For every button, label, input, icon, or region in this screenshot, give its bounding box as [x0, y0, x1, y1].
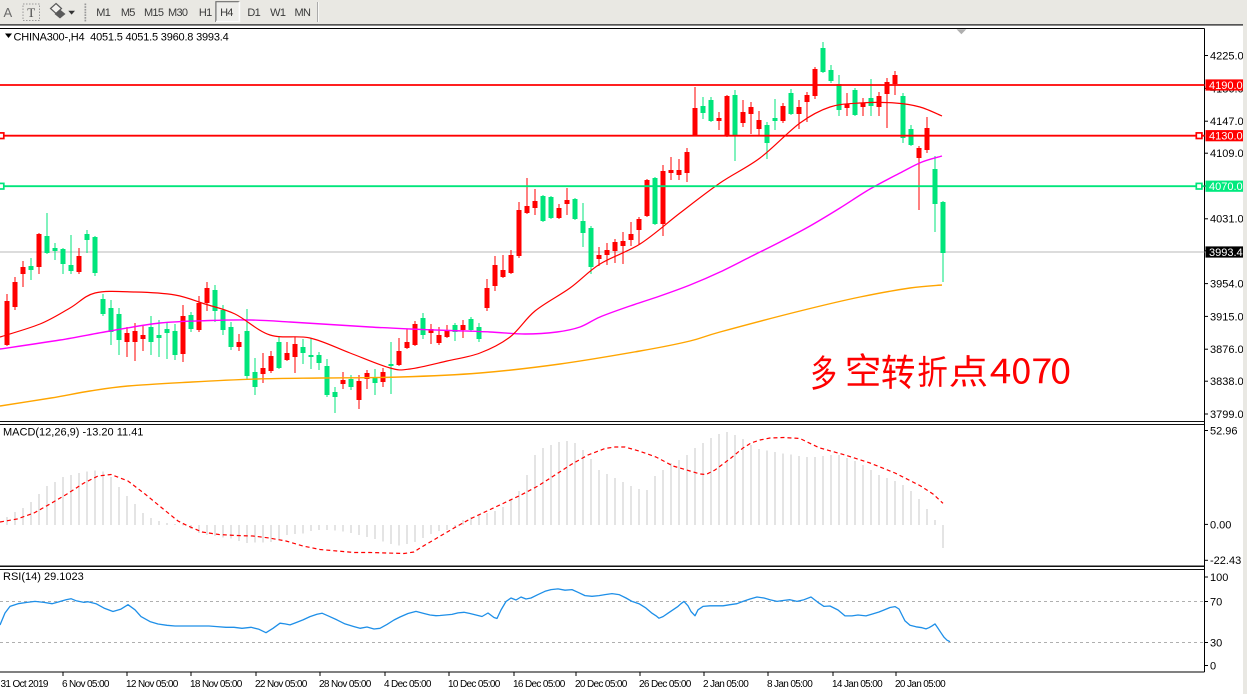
- svg-text:M1: M1: [96, 7, 110, 19]
- svg-text:3838.0: 3838.0: [1210, 376, 1244, 388]
- svg-text:12 Nov 05:00: 12 Nov 05:00: [126, 679, 179, 690]
- svg-text:4190.0: 4190.0: [1209, 80, 1243, 92]
- svg-text:4147.0: 4147.0: [1210, 116, 1244, 128]
- svg-text:4070.0: 4070.0: [1209, 181, 1243, 193]
- svg-text:M15: M15: [144, 7, 164, 19]
- svg-text:0.00: 0.00: [1210, 519, 1231, 531]
- svg-text:3993.4: 3993.4: [1209, 247, 1243, 259]
- svg-text:20 Jan 05:00: 20 Jan 05:00: [895, 679, 946, 690]
- svg-text:2 Jan 05:00: 2 Jan 05:00: [703, 679, 749, 690]
- svg-text:8 Jan 05:00: 8 Jan 05:00: [767, 679, 813, 690]
- svg-text:4109.0: 4109.0: [1210, 148, 1244, 160]
- svg-text:H4: H4: [220, 7, 233, 19]
- svg-text:W1: W1: [270, 7, 286, 19]
- svg-text:16 Dec 05:00: 16 Dec 05:00: [513, 679, 566, 690]
- svg-text:T: T: [27, 5, 35, 20]
- svg-text:H1: H1: [199, 7, 212, 19]
- svg-text:M30: M30: [168, 7, 188, 19]
- svg-text:RSI(14) 29.1023: RSI(14) 29.1023: [3, 571, 84, 583]
- svg-text:CHINA300-,H4 4051.5 4051.5 39: CHINA300-,H4 4051.5 4051.5 3960.8 3993.4: [14, 32, 229, 44]
- svg-text:4031.0: 4031.0: [1210, 214, 1244, 226]
- svg-text:6 Nov 05:00: 6 Nov 05:00: [62, 679, 110, 690]
- svg-text:26 Dec 05:00: 26 Dec 05:00: [639, 679, 692, 690]
- svg-text:4 Dec 05:00: 4 Dec 05:00: [384, 679, 432, 690]
- svg-text:70: 70: [1210, 596, 1222, 608]
- svg-text:4225.0: 4225.0: [1210, 50, 1244, 62]
- svg-text:4130.0: 4130.0: [1209, 131, 1243, 143]
- svg-text:M5: M5: [121, 7, 135, 19]
- svg-text:30: 30: [1210, 637, 1222, 649]
- svg-text:0: 0: [1210, 660, 1216, 672]
- svg-text:A: A: [4, 5, 13, 20]
- svg-text:D1: D1: [247, 7, 260, 19]
- svg-text:MN: MN: [295, 7, 311, 19]
- svg-text:52.96: 52.96: [1210, 425, 1238, 437]
- svg-text:3915.0: 3915.0: [1210, 311, 1244, 323]
- svg-text:MACD(12,26,9) -13.20 11.41: MACD(12,26,9) -13.20 11.41: [3, 427, 143, 439]
- svg-text:31 Oct 2019: 31 Oct 2019: [1, 679, 49, 690]
- svg-text:-22.43: -22.43: [1210, 555, 1241, 567]
- svg-text:14 Jan 05:00: 14 Jan 05:00: [832, 679, 883, 690]
- svg-text:100: 100: [1210, 572, 1228, 584]
- svg-text:3954.0: 3954.0: [1210, 279, 1244, 291]
- svg-text:20 Dec 05:00: 20 Dec 05:00: [575, 679, 628, 690]
- svg-text:10 Dec 05:00: 10 Dec 05:00: [448, 679, 501, 690]
- svg-text:3876.0: 3876.0: [1210, 344, 1244, 356]
- svg-text:18 Nov 05:00: 18 Nov 05:00: [190, 679, 243, 690]
- svg-text:3799.0: 3799.0: [1210, 409, 1244, 421]
- svg-text:28 Nov 05:00: 28 Nov 05:00: [319, 679, 372, 690]
- svg-text:22 Nov 05:00: 22 Nov 05:00: [255, 679, 308, 690]
